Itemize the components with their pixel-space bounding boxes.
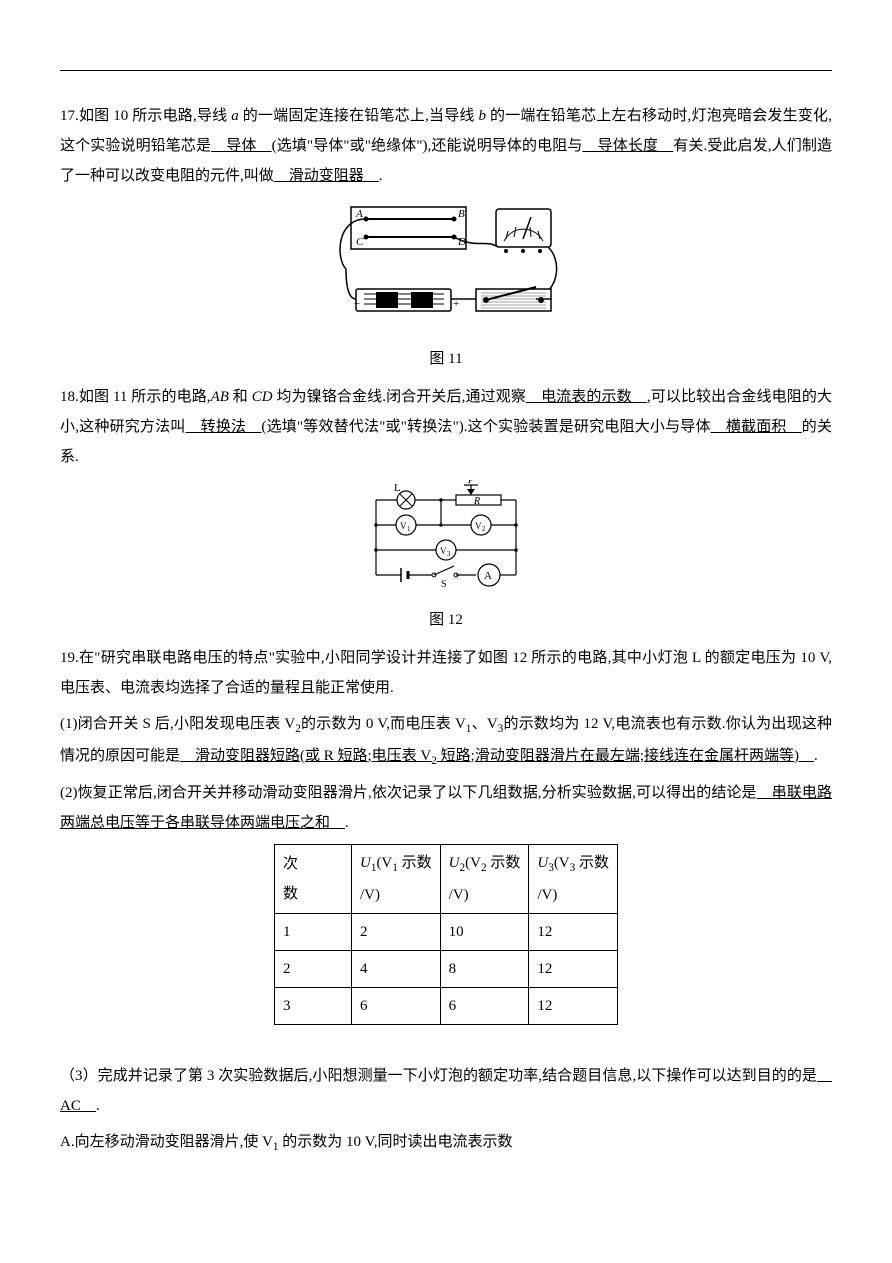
table-cell: 2: [351, 913, 440, 950]
table-cell: 12: [529, 987, 618, 1024]
svg-text:A: A: [355, 208, 363, 220]
table-cell: 6: [440, 987, 529, 1024]
svg-text:3: 3: [447, 550, 451, 558]
table-header-index: 次数: [274, 845, 351, 914]
table-header-u2: U2(V2 示数/V): [440, 845, 529, 914]
svg-text:2: 2: [482, 525, 486, 533]
table-header-row: 次数 U1(V1 示数/V) U2(V2 示数/V) U3(V3 示数/V): [274, 845, 617, 914]
svg-text:1: 1: [407, 525, 411, 533]
q17-text-d: (选填"导体"或"绝缘体"),还能说明导体的电阻与: [272, 138, 583, 154]
q17-var-b: b: [479, 108, 490, 124]
table-cell: 12: [529, 950, 618, 987]
question-17: 17.如图 10 所示电路,导线 a 的一端固定连接在铅笔芯上,当导线 b 的一…: [60, 101, 832, 191]
q18-text-e: (选填"等效替代法"或"转换法").这个实验装置是研究电阻大小与导体: [261, 419, 710, 435]
table-cell: 4: [351, 950, 440, 987]
q17-blank-1: 导体: [211, 138, 271, 154]
table-header-u3: U3(V3 示数/V): [529, 845, 618, 914]
q17-blank-3: 滑动变阻器: [274, 168, 379, 184]
question-19-part3: （3）完成并记录了第 3 次实验数据后,小阳想测量一下小灯泡的额定功率,结合题目…: [60, 1061, 832, 1121]
q19-p1-c: 、V: [471, 716, 497, 732]
q18-blank-3: 横截面积: [711, 419, 802, 435]
question-18: 18.如图 11 所示的电路,AB 和 CD 均为镍铬合金线.闭合开关后,通过观…: [60, 382, 832, 472]
q19-p3-b: .: [96, 1098, 100, 1114]
table-cell: 3: [274, 987, 351, 1024]
question-19-intro: 19.在"研究串联电路电压的特点"实验中,小阳同学设计并连接了如图 12 所示的…: [60, 643, 832, 703]
table-cell: 12: [529, 913, 618, 950]
figure-12-caption: 图 12: [60, 605, 832, 635]
figure-11: A B C D − +: [60, 199, 832, 340]
table-cell: 10: [440, 913, 529, 950]
q17-var-a: a: [231, 108, 242, 124]
svg-text:B: B: [458, 208, 465, 220]
svg-text:R: R: [473, 496, 480, 507]
q19-p1-e: .: [814, 748, 818, 764]
q17-text-a: 17.如图 10 所示电路,导线: [60, 108, 231, 124]
q19-blank-1: 滑动变阻器短路(或 R 短路;电压表 V2 短路;滑动变阻器滑片在最左端;接线连…: [180, 748, 814, 764]
figure-12-svg: L R P V1 V2 V3 S: [356, 480, 536, 590]
table-row: 2 4 8 12: [274, 950, 617, 987]
table-cell: 8: [440, 950, 529, 987]
svg-text:+: +: [453, 298, 459, 310]
figure-11-svg: A B C D − +: [326, 199, 566, 329]
table-row: 3 6 6 12: [274, 987, 617, 1024]
q19-optA-a: A.向左移动滑动变阻器滑片,使 V: [60, 1134, 273, 1150]
q18-text-c: 均为镍铬合金线.闭合开关后,通过观察: [276, 389, 526, 405]
table-cell: 1: [274, 913, 351, 950]
q17-blank-2: 导体长度: [583, 138, 674, 154]
q19-p1-a: (1)闭合开关 S 后,小阳发现电压表 V: [60, 716, 295, 732]
svg-text:P: P: [467, 480, 474, 486]
figure-11-caption: 图 11: [60, 344, 832, 374]
q19-p3-a: （3）完成并记录了第 3 次实验数据后,小阳想测量一下小灯泡的额定功率,结合题目…: [60, 1068, 817, 1084]
svg-text:L: L: [394, 482, 401, 494]
svg-text:C: C: [356, 236, 364, 248]
q17-text-f: .: [379, 168, 383, 184]
question-19-part1: (1)闭合开关 S 后,小阳发现电压表 V2的示数为 0 V,而电压表 V1、V…: [60, 709, 832, 772]
table-header-u1: U1(V1 示数/V): [351, 845, 440, 914]
data-table: 次数 U1(V1 示数/V) U2(V2 示数/V) U3(V3 示数/V) 1…: [274, 844, 618, 1025]
table-cell: 6: [351, 987, 440, 1024]
q18-text-a: 18.如图 11 所示的电路,: [60, 389, 211, 405]
svg-text:V: V: [440, 546, 447, 556]
q19-p2-a: (2)恢复正常后,闭合开关并移动滑动变阻器滑片,依次记录了以下几组数据,分析实验…: [60, 785, 757, 801]
q19-p1-b: 的示数为 0 V,而电压表 V: [301, 716, 466, 732]
q18-ab: AB: [211, 389, 233, 405]
q18-blank-1: 电流表的示数: [526, 389, 647, 405]
svg-text:V: V: [400, 521, 407, 531]
figure-12: L R P V1 V2 V3 S: [60, 480, 832, 601]
top-rule: [60, 70, 832, 71]
table-cell: 2: [274, 950, 351, 987]
q19-p2-b: .: [345, 815, 349, 831]
svg-text:−: −: [354, 298, 360, 310]
question-19-option-a: A.向左移动滑动变阻器滑片,使 V1 的示数为 10 V,同时读出电流表示数: [60, 1127, 832, 1159]
table-row: 1 2 10 12: [274, 913, 617, 950]
q19-optA-b: 的示数为 10 V,同时读出电流表示数: [279, 1134, 513, 1150]
svg-text:S: S: [441, 579, 447, 590]
q18-text-b: 和: [233, 389, 252, 405]
svg-text:V: V: [475, 521, 482, 531]
svg-text:A: A: [484, 570, 492, 582]
question-19-part2: (2)恢复正常后,闭合开关并移动滑动变阻器滑片,依次记录了以下几组数据,分析实验…: [60, 778, 832, 838]
q18-blank-2: 转换法: [185, 419, 261, 435]
q18-cd: CD: [252, 389, 277, 405]
q17-text-b: 的一端固定连接在铅笔芯上,当导线: [243, 108, 479, 124]
